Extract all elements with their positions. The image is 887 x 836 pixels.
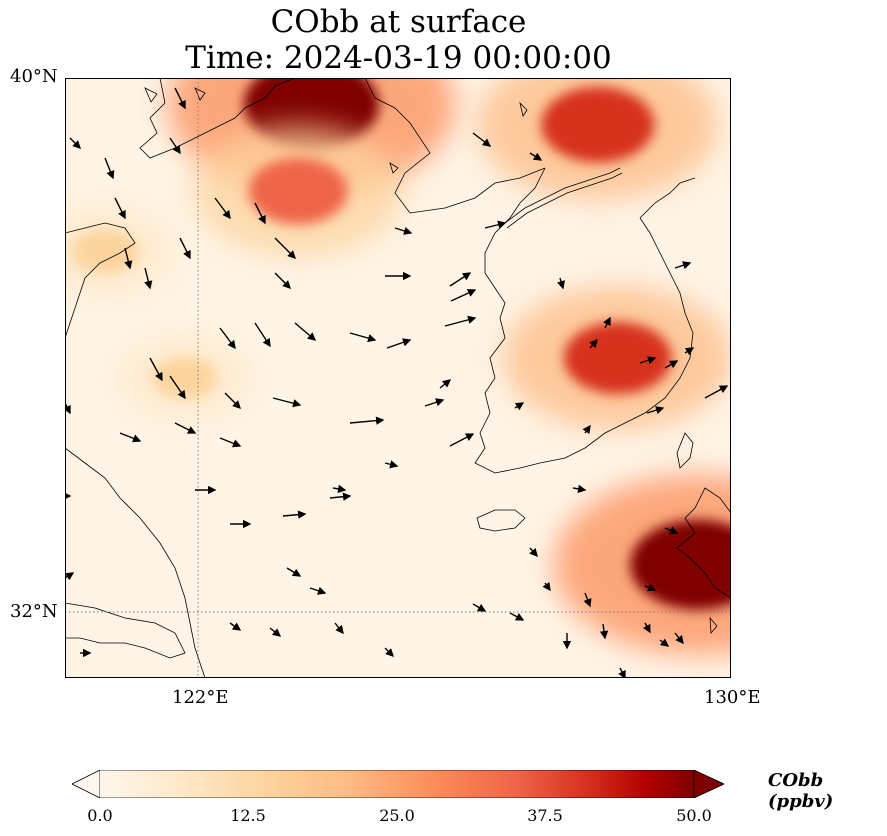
plume-core-2 [541, 86, 655, 163]
lat-label-32n: 32°N [10, 601, 58, 622]
wind-arrow-41 [332, 484, 347, 493]
wind-arrow-4 [114, 197, 126, 220]
concentration-plumes [65, 78, 731, 655]
wind-arrow-49 [509, 612, 525, 621]
colorbar-extend-low [71, 769, 101, 799]
wind-arrow-33 [386, 338, 412, 349]
wind-arrow-70 [514, 402, 525, 411]
lon-label-122e: 122°E [172, 687, 229, 708]
colorbar-tick-3: 37.5 [527, 806, 563, 825]
wind-arrow-1 [69, 137, 81, 149]
wind-arrow-67 [603, 316, 611, 329]
plume-core-6 [153, 357, 217, 399]
wind-arrow-44 [229, 622, 242, 631]
wind-arrow-72 [582, 424, 591, 435]
wind-arrow-55 [599, 623, 609, 640]
wind-arrow-38 [529, 152, 543, 161]
wind-arrow-45 [269, 627, 282, 637]
wind-arrow-3 [169, 137, 181, 155]
wind-arrow-75 [65, 572, 75, 581]
map-title: CObb at surface [270, 4, 527, 40]
wind-arrow-20 [119, 432, 142, 443]
wind-arrow-27 [384, 460, 399, 469]
lon-label-130e: 130°E [704, 687, 761, 708]
wind-arrow-7 [144, 267, 153, 290]
wind-arrow-62 [664, 360, 679, 369]
wind-arrow-50 [529, 547, 538, 558]
wind-arrow-58 [674, 632, 684, 645]
wind-arrow-10 [274, 237, 296, 259]
coastlines [65, 78, 731, 678]
wind-arrow-9 [254, 202, 266, 225]
wind-arrow-21 [174, 422, 197, 434]
wind-arrow-46 [334, 622, 344, 635]
colorbar-tick-2: 25.0 [379, 806, 415, 825]
wind-arrow-52 [583, 592, 592, 608]
wind-arrow-28 [449, 433, 475, 447]
wind-arrow-57 [659, 638, 670, 647]
wind-arrow-56 [642, 622, 651, 634]
wind-arrow-61 [704, 385, 729, 399]
wind-arrow-71 [572, 484, 587, 493]
wind-arrow-18 [272, 397, 302, 408]
wind-arrow-12 [294, 322, 317, 341]
colorbar-tick-0: 0.0 [87, 806, 113, 825]
colorbar-tick-4: 50.0 [676, 806, 712, 825]
plume-core-3 [563, 322, 672, 394]
wind-arrow-15 [149, 357, 163, 382]
wind-arrow-8 [214, 197, 231, 220]
wind-arrow-53 [618, 667, 626, 678]
lat-label-40n: 40°N [10, 66, 58, 87]
colorbar-label: CObb (ppbv) [768, 770, 834, 812]
wind-arrow-68 [589, 338, 598, 349]
colorbar-tick-1: 12.5 [230, 806, 266, 825]
plume-core-1 [248, 158, 348, 225]
wind-arrow-26 [349, 416, 385, 425]
wind-arrow-43 [309, 586, 327, 595]
wind-arrow-0 [174, 87, 186, 110]
gridlines [65, 78, 731, 678]
map-time-subtitle: Time: 2024-03-19 00:00:00 [185, 40, 612, 76]
colorbar [71, 769, 725, 802]
map-frame [65, 78, 731, 678]
wind-arrow-29 [439, 379, 452, 389]
wind-arrow-17 [224, 392, 241, 409]
wind-arrow-40 [394, 226, 413, 235]
wind-arrow-13 [219, 327, 236, 350]
colorbar-gradient [100, 770, 694, 798]
wind-arrow-6 [124, 247, 133, 270]
wind-arrow-37 [484, 220, 507, 229]
wind-arrow-64 [646, 406, 665, 415]
wind-arrow-16 [169, 375, 186, 400]
wind-arrow-60 [664, 526, 679, 535]
wind-arrow-39 [472, 132, 492, 147]
colorbar-graphic [71, 769, 725, 802]
wind-arrow-34 [349, 332, 377, 343]
wind-arrow-11 [274, 272, 291, 289]
wind-arrow-25 [329, 492, 352, 501]
wind-arrow-51 [542, 581, 551, 592]
wind-arrow-42 [286, 567, 302, 577]
plume-core-5 [71, 229, 139, 274]
colorbar-extend-high [693, 769, 725, 799]
wind-arrow-32 [444, 315, 477, 327]
wind-arrow-36 [450, 289, 477, 302]
wind-arrow-5 [179, 237, 191, 260]
concentration-map [65, 78, 731, 678]
wind-arrow-31 [449, 272, 472, 287]
map-panel [65, 78, 731, 678]
wind-arrow-47 [384, 647, 394, 657]
wind-arrow-59 [644, 583, 657, 592]
wind-arrow-63 [639, 356, 657, 365]
wind-arrow-2 [104, 157, 115, 180]
wind-arrow-14 [254, 322, 271, 348]
wind-arrow-48 [472, 603, 487, 612]
wind-arrow-30 [424, 398, 445, 407]
wind-vectors [65, 87, 729, 678]
wind-arrow-66 [674, 261, 692, 270]
wind-arrow-19 [219, 437, 242, 448]
wind-arrow-65 [684, 347, 695, 356]
wind-arrow-24 [282, 510, 307, 519]
wind-arrow-69 [556, 277, 566, 290]
